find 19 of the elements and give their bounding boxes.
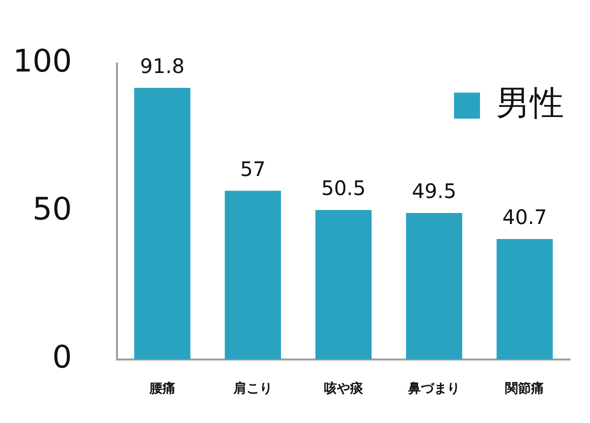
bar <box>315 210 372 360</box>
x-tick-label: 腰痛 <box>148 380 176 397</box>
bar <box>496 239 553 360</box>
data-label: 91.8 <box>140 54 185 78</box>
x-tick-label: 咳や痰 <box>324 380 364 397</box>
x-tick-label: 肩こり <box>232 380 272 397</box>
data-label: 57 <box>240 156 266 181</box>
bar <box>406 212 462 360</box>
bar <box>224 190 281 360</box>
x-tick-label: 関節痛 <box>505 380 544 397</box>
bar <box>134 88 190 360</box>
y-tick-label: 50 <box>32 192 72 228</box>
legend-label: 男性 <box>496 83 564 124</box>
y-tick-label: 0 <box>52 339 72 376</box>
data-label: 50.5 <box>321 176 366 200</box>
y-tick-label: 100 <box>12 44 72 80</box>
x-tick-label: 鼻づまり <box>407 380 460 397</box>
data-label: 49.5 <box>412 179 456 204</box>
data-label: 40.7 <box>502 205 547 230</box>
